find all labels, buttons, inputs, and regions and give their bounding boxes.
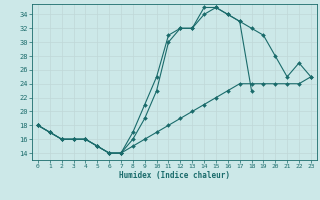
X-axis label: Humidex (Indice chaleur): Humidex (Indice chaleur) bbox=[119, 171, 230, 180]
